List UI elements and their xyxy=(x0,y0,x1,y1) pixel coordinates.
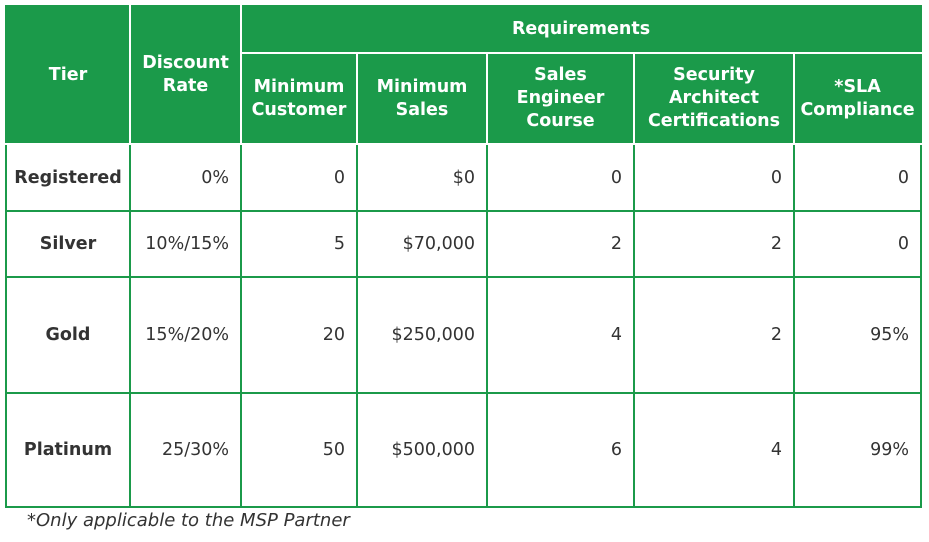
tier-name: Registered xyxy=(5,143,131,212)
sales-engineer-course: 2 xyxy=(486,210,635,278)
minimum-sales: $500,000 xyxy=(356,392,488,508)
security-architect-certifications: 0 xyxy=(633,143,795,212)
table-row: Silver 10%/15% 5 $70,000 2 2 0 xyxy=(5,210,923,278)
sla-compliance: 0 xyxy=(792,143,923,212)
minimum-sales: $250,000 xyxy=(356,276,488,394)
sales-engineer-course: 0 xyxy=(486,143,635,212)
security-architect-certifications: 4 xyxy=(633,392,795,508)
tier-name: Gold xyxy=(5,276,131,394)
security-architect-certifications: 2 xyxy=(633,210,795,278)
security-architect-certifications: 2 xyxy=(633,276,795,394)
header-discount-rate: Discount Rate xyxy=(129,5,242,145)
minimum-customer: 0 xyxy=(240,143,358,212)
table-row: Registered 0% 0 $0 0 0 0 xyxy=(5,143,923,212)
header-tier: Tier xyxy=(5,5,131,145)
sla-compliance: 95% xyxy=(792,276,923,394)
table-row: Gold 15%/20% 20 $250,000 4 2 95% xyxy=(5,276,923,394)
minimum-sales: $0 xyxy=(356,143,488,212)
header-row-sub: Minimum Customer Minimum Sales Sales Eng… xyxy=(6,52,923,145)
tier-requirements-table: Tier Discount Rate Requirements Minimum … xyxy=(5,5,923,508)
tier-name: Platinum xyxy=(5,392,131,508)
sla-compliance: 99% xyxy=(792,392,923,508)
header-sla-compliance: *SLA Compliance xyxy=(792,52,923,145)
header-minimum-sales: Minimum Sales xyxy=(356,52,488,145)
header-requirements: Requirements xyxy=(239,5,923,54)
minimum-customer: 20 xyxy=(240,276,358,394)
minimum-customer: 5 xyxy=(240,210,358,278)
minimum-customer: 50 xyxy=(240,392,358,508)
table-row: Platinum 25/30% 50 $500,000 6 4 99% xyxy=(5,392,923,508)
header-security-architect-certifications: Security Architect Certifications xyxy=(633,52,795,145)
minimum-sales: $70,000 xyxy=(356,210,488,278)
sla-compliance: 0 xyxy=(792,210,923,278)
sales-engineer-course: 6 xyxy=(486,392,635,508)
discount-rate: 15%/20% xyxy=(129,276,242,394)
discount-rate: 0% xyxy=(129,143,242,212)
tier-name: Silver xyxy=(5,210,131,278)
discount-rate: 10%/15% xyxy=(129,210,242,278)
header-minimum-customer: Minimum Customer xyxy=(240,52,358,145)
header-row-top: Tier Discount Rate Requirements xyxy=(5,5,923,145)
discount-rate: 25/30% xyxy=(129,392,242,508)
sales-engineer-course: 4 xyxy=(486,276,635,394)
footnote: *Only applicable to the MSP Partner xyxy=(27,510,350,531)
header-sales-engineer-course: Sales Engineer Course xyxy=(486,52,635,145)
